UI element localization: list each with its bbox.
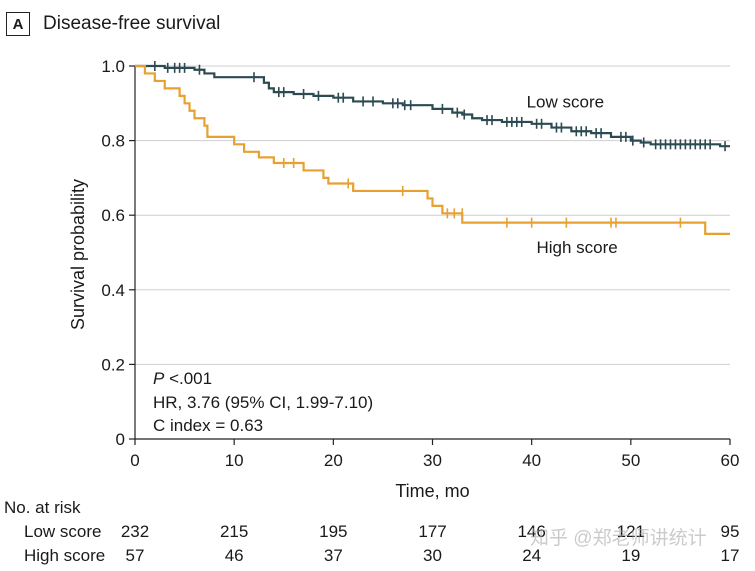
x-tick-label: 20 [324, 451, 343, 470]
panel-title: Disease-free survival [43, 13, 221, 34]
risk-value-low: 146 [517, 522, 546, 541]
risk-value-low: 177 [418, 522, 447, 541]
low-score-curve [135, 64, 730, 148]
km-chart: 0 0.2 0.4 0.6 0.8 1.0 0 10 20 30 40 50 60 Time, mo Sur… [68, 57, 739, 501]
y-tick-label: 0 [116, 430, 125, 449]
hr-annotation: HR, 3.76 (95% CI, 1.99-7.10) [153, 393, 373, 412]
risk-table-header: No. at risk [4, 498, 81, 517]
y-tick-label: 0.4 [101, 281, 125, 300]
x-tick-label: 40 [522, 451, 541, 470]
risk-row-label-low: Low score [24, 522, 102, 541]
low-score-label: Low score [527, 92, 604, 111]
risk-value-high: 19 [621, 546, 641, 565]
x-tick-label: 50 [621, 451, 640, 470]
risk-value-low: 195 [319, 522, 348, 541]
risk-value-low: 121 [616, 522, 646, 541]
y-tick-label: 0.2 [101, 355, 125, 374]
risk-value-low: 215 [219, 522, 249, 541]
watermark: 知乎 @郑老师讲统计 [530, 528, 707, 549]
curves [135, 61, 730, 235]
c-index-annotation: C index = 0.63 [153, 416, 263, 435]
risk-row-label-high: High score [24, 546, 106, 565]
x-tick-label: 60 [721, 451, 740, 470]
y-tick-label: 0.8 [101, 132, 125, 151]
high-score-label: High score [537, 238, 618, 257]
risk-value-high: 57 [125, 546, 145, 565]
risk-value-high: 24 [522, 546, 542, 565]
risk-value-high: 37 [323, 546, 343, 565]
axes: 0 0.2 0.4 0.6 0.8 1.0 0 10 20 30 40 50 60 Time, mo Sur… [68, 57, 739, 501]
risk-value-high: 17 [720, 546, 740, 565]
high-score-curve [135, 64, 730, 235]
risk-value-low: 232 [120, 522, 150, 541]
p-value-annotation: P <.001 [153, 369, 212, 388]
y-tick-label: 1.0 [101, 57, 125, 76]
labels: Low score High score P <.001 HR, 3.76 (95% … [153, 92, 618, 435]
y-axis-title: Survival probability [68, 179, 88, 330]
panel-label: A [6, 12, 30, 36]
y-tick-label: 0.6 [101, 206, 125, 225]
risk-value-high: 46 [224, 546, 244, 565]
risk-value-high: 30 [423, 546, 442, 565]
risk-value-low: 95 [720, 522, 740, 541]
x-tick-label: 30 [423, 451, 442, 470]
x-axis-title: Time, mo [395, 481, 469, 501]
grid [135, 65, 730, 365]
x-tick-label: 0 [130, 451, 139, 470]
x-tick-label: 10 [225, 451, 244, 470]
